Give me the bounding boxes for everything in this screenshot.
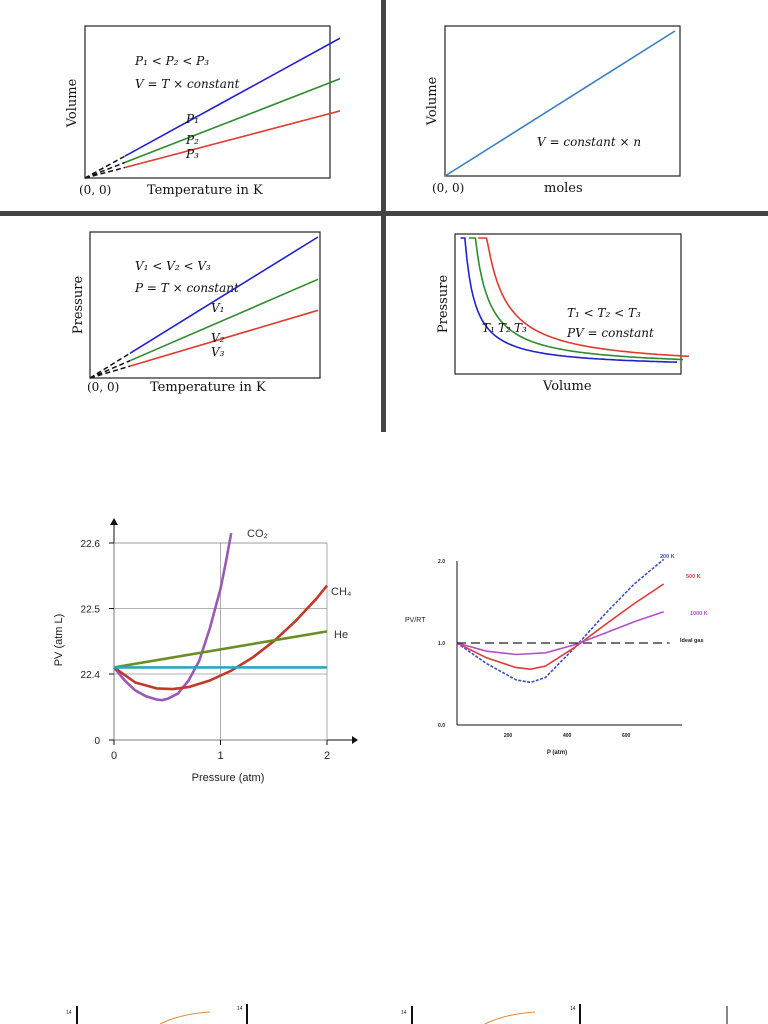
y-tick-label: 22.4 xyxy=(81,670,101,681)
extrapolation-line xyxy=(84,155,126,179)
extrapolation-line xyxy=(89,365,131,379)
tick-label: 14 xyxy=(401,1010,407,1016)
chart-avogadros-law: Volume (0, 0) moles V = constant × n xyxy=(425,25,681,196)
annotation-line-2: V = T × constant xyxy=(135,77,240,91)
x-axis-label: Pressure (atm) xyxy=(192,772,265,784)
series-line-2 xyxy=(124,77,340,164)
plot-frame xyxy=(89,231,321,379)
x-tick-label: 0 xyxy=(111,750,117,762)
series-line-3 xyxy=(124,110,340,169)
series-label-p2: P₂ xyxy=(185,133,199,147)
chart-boyles-law: Pressure Volume T₁ T₂ T₃ T₁ < T₂ < T₃ PV… xyxy=(436,233,690,394)
series-label-v2: V₂ xyxy=(211,331,225,345)
annotation-line-1: P₁ < P₂ < P₃ xyxy=(134,54,209,68)
cropped-fragment-left: 14 14 xyxy=(66,1004,248,1024)
series-line-1 xyxy=(124,37,340,157)
y-tick-label: 2.0 xyxy=(438,559,445,565)
series-label: 500 K xyxy=(686,574,701,580)
series-label: CO₂ xyxy=(247,528,268,540)
y-axis-label: Pressure xyxy=(71,276,86,335)
isotherm-curve-2 xyxy=(468,237,684,361)
y-tick-label: 22.5 xyxy=(81,605,101,616)
plot-frame xyxy=(84,25,331,179)
y-axis-label: Volume xyxy=(425,76,440,126)
tick-label: 14 xyxy=(570,1006,576,1012)
series-line-3 xyxy=(456,611,664,656)
cropped-fragment-right: 14 14 xyxy=(401,1004,728,1024)
series-line-2 xyxy=(113,584,329,691)
series-label: Ideal gas xyxy=(680,638,704,644)
series-line-1 xyxy=(112,532,233,702)
y-tick-label: 22.6 xyxy=(81,539,101,550)
x-tick-label: 2 xyxy=(324,750,330,762)
y-tick-label: 0.0 xyxy=(438,723,445,729)
series-line-1 xyxy=(444,30,676,177)
x-axis-label: moles xyxy=(544,181,583,196)
origin-label: (0, 0) xyxy=(79,183,111,197)
series-line-1 xyxy=(129,236,319,354)
annotation-line-2: PV = constant xyxy=(566,326,654,340)
tick-label: 14 xyxy=(237,1006,243,1012)
series-group xyxy=(444,30,676,177)
x-axis-arrow xyxy=(352,736,358,744)
annotation-line-1: T₁ < T₂ < T₃ xyxy=(567,306,641,320)
origin-label: (0, 0) xyxy=(87,380,119,394)
extrapolation-line xyxy=(89,359,131,379)
series-line-2 xyxy=(456,583,665,671)
x-axis-label: Temperature in K xyxy=(147,183,263,198)
series-line-2 xyxy=(129,278,319,362)
series-label-t2: T₂ xyxy=(498,321,511,335)
series-group xyxy=(89,236,319,379)
series-label: CH₄ xyxy=(331,586,352,598)
annotation-line-2: P = T × constant xyxy=(134,281,239,295)
y-axis-label: Pressure xyxy=(436,275,451,334)
y-tick-label: 0 xyxy=(94,736,100,747)
chart-real-gas-pv: 22.6 22.5 22.4 00 1 2 CO₂ CH₄ He PV (atm L) Pres… xyxy=(53,518,358,784)
x-axis-label: Volume xyxy=(542,379,592,394)
series-label: 200 K xyxy=(660,554,675,560)
x-tick-label: 600 xyxy=(622,733,631,739)
chart-gay-lussac-law: Pressure (0, 0) Temperature in K V₁ < V₂… xyxy=(71,231,321,395)
chart-compressibility: 2.0 1.0 0.0 200 400 600 200 K 500 K 1000 K Ideal … xyxy=(405,554,708,756)
x-axis-label: P (atm) xyxy=(547,750,567,756)
x-tick-label: 200 xyxy=(504,733,513,739)
series-label-t3: T₃ xyxy=(514,321,527,335)
x-tick-label: 400 xyxy=(563,733,572,739)
extrapolation-line xyxy=(89,352,131,379)
curve-fragment xyxy=(159,1011,211,1024)
y-axis-arrow xyxy=(110,518,118,525)
series-label-v3: V₃ xyxy=(211,345,225,359)
y-axis-label: Volume xyxy=(65,78,80,128)
series-group xyxy=(84,37,340,179)
chart-charles-law: Volume (0, 0) Temperature in K P₁ < P₂ <… xyxy=(65,25,340,198)
series-line-1 xyxy=(456,558,665,684)
y-tick-label: 1.0 xyxy=(438,641,445,647)
plot-frame xyxy=(454,233,682,375)
divider-horizontal xyxy=(0,211,768,216)
series-label-v1: V₁ xyxy=(211,301,224,315)
isotherm-curve-1 xyxy=(460,237,678,363)
series-label-t1: T₁ xyxy=(482,321,495,335)
annotation-line-1: V = constant × n xyxy=(537,135,641,149)
extrapolation-line xyxy=(84,166,126,179)
curve-fragment xyxy=(484,1011,536,1024)
series-label-p3: P₃ xyxy=(185,147,199,161)
annotation-line-1: V₁ < V₂ < V₃ xyxy=(135,259,211,273)
y-axis-label: PV (atm L) xyxy=(53,614,65,667)
tick-label: 14 xyxy=(66,1010,72,1016)
y-axis-label: PV/RT xyxy=(405,617,426,624)
series-label: He xyxy=(334,629,348,641)
isotherm-curve-3 xyxy=(478,237,690,358)
series-line-3 xyxy=(129,309,319,367)
series-line-3 xyxy=(113,630,328,669)
origin-label: (0, 0) xyxy=(432,181,464,195)
x-tick-label: 1 xyxy=(217,750,223,762)
series-label: 1000 K xyxy=(690,611,708,617)
series-label-p1: P₁ xyxy=(185,112,199,126)
boyle-curves xyxy=(460,237,690,363)
extrapolation-line xyxy=(84,161,126,179)
x-axis-label: Temperature in K xyxy=(150,380,266,395)
plot-frame xyxy=(444,25,681,177)
divider-vertical xyxy=(381,0,386,432)
